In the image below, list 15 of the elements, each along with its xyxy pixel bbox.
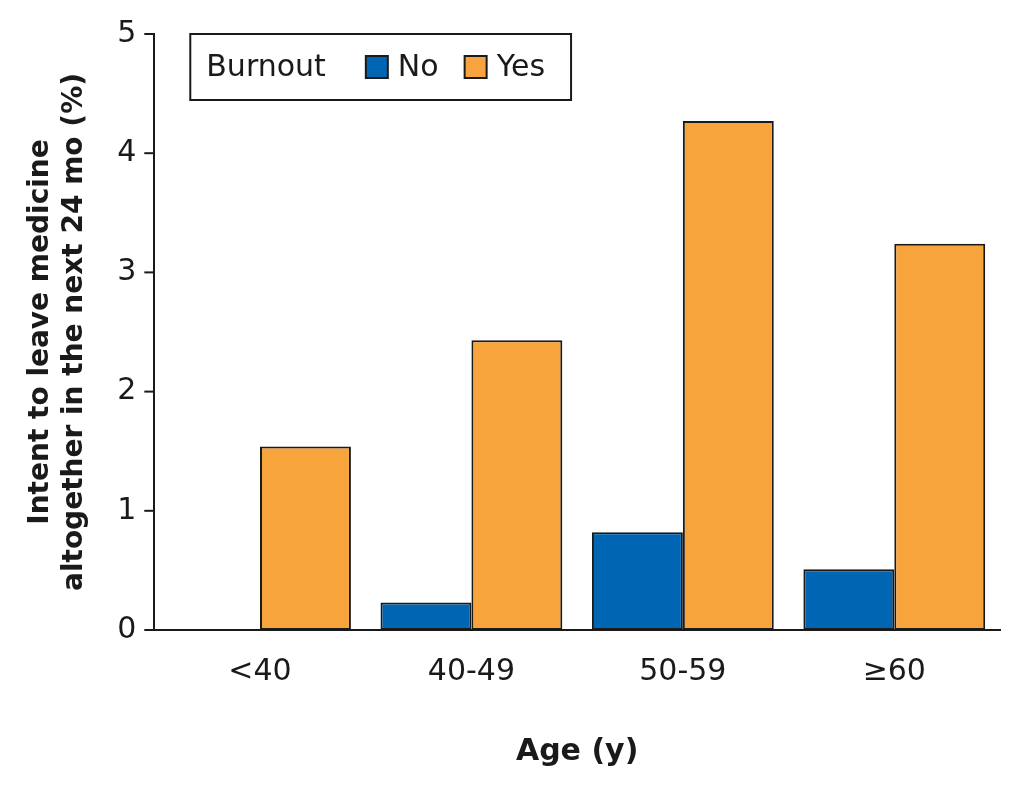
y-tick-label: 4 — [117, 133, 137, 168]
legend-label: No — [397, 47, 439, 83]
x-axis-title: Age (y) — [515, 731, 639, 767]
x-tick-label: 40-49 — [427, 651, 516, 687]
y-tick-label: 0 — [117, 609, 137, 645]
y-tick-label: 2 — [117, 371, 137, 407]
x-tick-label: 50-59 — [639, 651, 727, 687]
legend-label: Yes — [495, 47, 546, 83]
y-axis-title: Intent to leave medicine altogether in the next 24 mo (%) — [22, 73, 89, 591]
legend-title: Burnout — [206, 47, 327, 83]
y-tick-label: 3 — [117, 252, 137, 288]
x-tick-label: ≥60 — [862, 651, 926, 687]
y-tick-label: 5 — [117, 13, 137, 49]
x-tick-label: <40 — [228, 651, 292, 687]
y-tick-label: 1 — [117, 490, 137, 526]
